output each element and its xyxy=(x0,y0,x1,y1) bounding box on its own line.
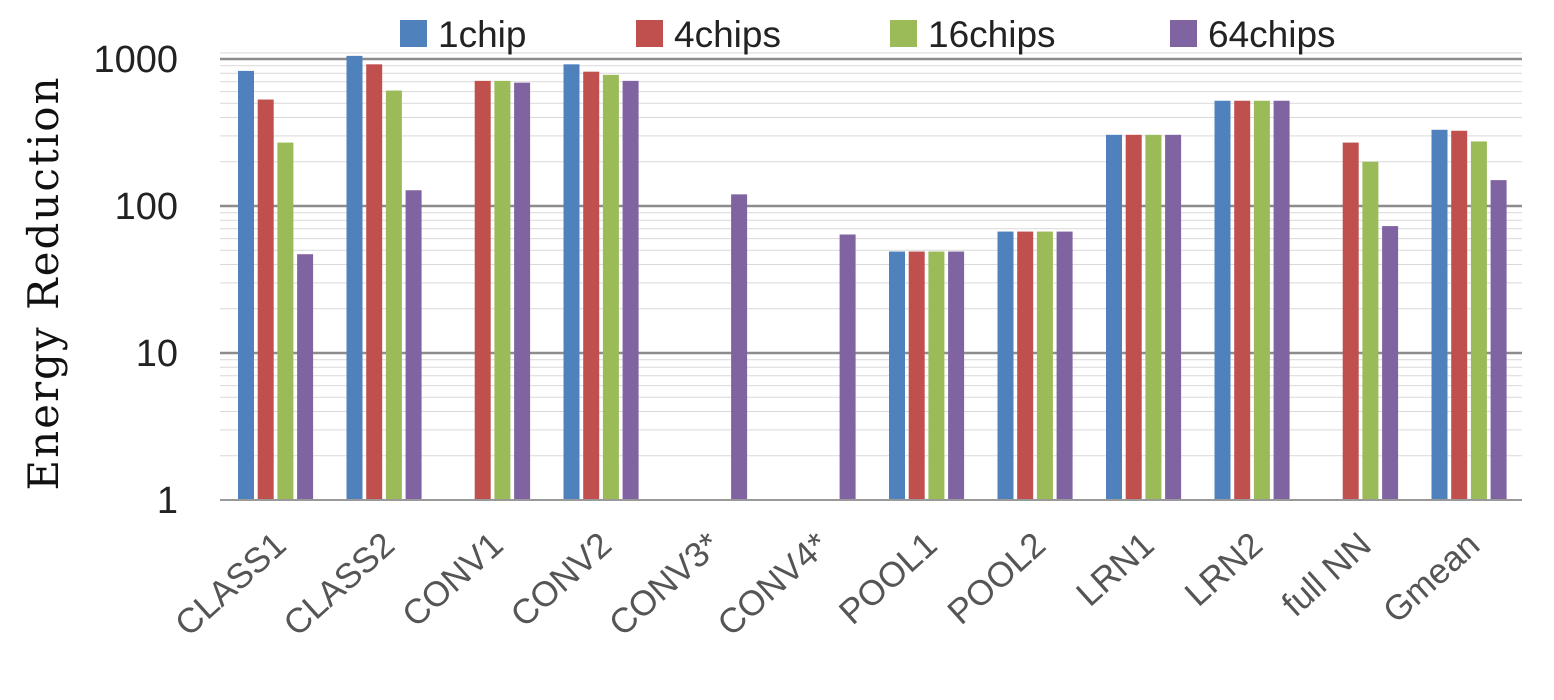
x-tick-label: CONV2 xyxy=(503,525,619,635)
x-tick-label: full NN xyxy=(1274,525,1378,624)
legend-label-64chips: 64chips xyxy=(1208,14,1336,55)
x-tick-label: POOL2 xyxy=(940,525,1053,632)
legend-label-1chip: 1chip xyxy=(438,14,526,55)
bar-1chip-POOL1 xyxy=(889,251,905,500)
bar-64chips-CONV4* xyxy=(839,234,856,500)
bar-16chips-CLASS1 xyxy=(277,142,294,500)
bar-4chips-CONV1 xyxy=(474,80,491,500)
x-tick-label: CLASS2 xyxy=(276,525,402,644)
bar-4chips-Gmean xyxy=(1451,130,1468,500)
bar-64chips-full NN xyxy=(1382,226,1399,500)
bar-16chips-POOL1 xyxy=(928,251,945,500)
y-tick-label: 1 xyxy=(157,480,178,522)
x-tick-label: CONV1 xyxy=(395,525,511,635)
x-tick-label: CONV3* xyxy=(602,525,728,644)
bar-64chips-CONV1 xyxy=(514,82,531,501)
bar-4chips-CONV2 xyxy=(583,71,600,500)
bar-4chips-POOL1 xyxy=(908,251,925,500)
bar-64chips-Gmean xyxy=(1490,180,1507,501)
bar-64chips-POOL2 xyxy=(1056,231,1073,500)
legend-label-4chips: 4chips xyxy=(674,14,781,55)
x-tick-label: LRN1 xyxy=(1069,525,1162,614)
bar-1chip-CLASS1 xyxy=(238,70,254,501)
bar-64chips-CLASS1 xyxy=(297,254,314,500)
bar-1chip-LRN2 xyxy=(1214,100,1231,501)
y-axis-label: Energy Reduction xyxy=(19,75,68,490)
x-tick-label: LRN2 xyxy=(1178,525,1271,614)
x-tick-label: POOL1 xyxy=(832,525,945,632)
x-tick-labels: CLASS1CLASS2CONV1CONV2CONV3*CONV4*POOL1P… xyxy=(168,525,1487,644)
bar-64chips-CONV3* xyxy=(731,194,748,500)
legend-swatch-16chips xyxy=(890,20,917,47)
bar-1chip-Gmean xyxy=(1431,129,1448,501)
bar-4chips-full NN xyxy=(1342,142,1359,500)
minor-gridlines xyxy=(220,52,1522,457)
bar-16chips-full NN xyxy=(1362,161,1379,500)
y-tick-label: 10 xyxy=(136,333,178,375)
bar-16chips-Gmean xyxy=(1470,141,1487,500)
x-tick-label: CONV4* xyxy=(710,525,836,644)
legend-label-16chips: 16chips xyxy=(928,14,1056,55)
bar-16chips-CLASS2 xyxy=(385,90,402,500)
bar-1chip-CLASS2 xyxy=(346,55,363,501)
bar-64chips-LRN1 xyxy=(1165,134,1182,500)
bar-4chips-CLASS2 xyxy=(366,64,383,501)
bar-16chips-CONV2 xyxy=(602,74,619,500)
bar-64chips-POOL1 xyxy=(948,251,965,500)
y-tick-labels: 1 10 100 1000 xyxy=(93,39,178,522)
bar-64chips-CLASS2 xyxy=(405,190,422,501)
major-gridlines xyxy=(220,57,1522,355)
bar-4chips-LRN1 xyxy=(1125,134,1142,500)
bar-1chip-CONV2 xyxy=(563,64,580,501)
bar-16chips-LRN2 xyxy=(1253,100,1270,501)
y-tick-label: 1000 xyxy=(93,39,178,81)
legend-swatch-4chips xyxy=(636,20,663,47)
bar-64chips-LRN2 xyxy=(1273,100,1290,501)
x-tick-label: CLASS1 xyxy=(168,525,294,644)
legend-swatch-1chip xyxy=(400,20,427,47)
bar-4chips-CLASS1 xyxy=(257,99,274,501)
bar-1chip-POOL2 xyxy=(997,231,1014,500)
bar-16chips-POOL2 xyxy=(1036,231,1053,500)
bar-1chip-LRN1 xyxy=(1106,134,1122,500)
legend-swatch-64chips xyxy=(1170,20,1197,47)
bar-64chips-CONV2 xyxy=(622,80,639,500)
bar-4chips-POOL2 xyxy=(1017,231,1034,500)
x-tick-label: Gmean xyxy=(1376,525,1487,631)
bars xyxy=(238,55,1507,501)
y-tick-label: 100 xyxy=(115,186,178,228)
bar-16chips-LRN1 xyxy=(1145,134,1162,500)
bar-4chips-LRN2 xyxy=(1234,100,1251,501)
legend: 1chip 4chips 16chips 64chips xyxy=(400,14,1336,55)
bar-16chips-CONV1 xyxy=(494,80,511,500)
